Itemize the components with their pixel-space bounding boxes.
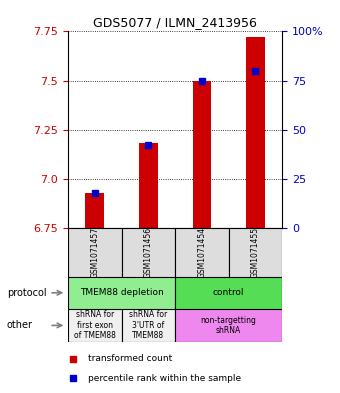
Bar bbox=[229, 228, 282, 277]
Text: non-targetting
shRNA: non-targetting shRNA bbox=[201, 316, 257, 335]
Bar bbox=[175, 228, 229, 277]
Bar bbox=[175, 277, 282, 309]
Text: control: control bbox=[213, 288, 244, 297]
Text: transformed count: transformed count bbox=[88, 354, 173, 363]
Text: protocol: protocol bbox=[7, 288, 47, 298]
Bar bbox=[68, 228, 122, 277]
Bar bbox=[68, 277, 175, 309]
Text: GSM1071456: GSM1071456 bbox=[144, 227, 153, 278]
Bar bbox=[139, 143, 158, 228]
Bar bbox=[175, 309, 282, 342]
Bar bbox=[122, 309, 175, 342]
Bar bbox=[85, 193, 104, 228]
Text: TMEM88 depletion: TMEM88 depletion bbox=[80, 288, 164, 297]
Text: other: other bbox=[7, 320, 33, 331]
Text: shRNA for
first exon
of TMEM88: shRNA for first exon of TMEM88 bbox=[74, 310, 116, 340]
Text: shRNA for
3'UTR of
TMEM88: shRNA for 3'UTR of TMEM88 bbox=[129, 310, 168, 340]
Text: GSM1071455: GSM1071455 bbox=[251, 227, 260, 278]
Bar bbox=[192, 81, 211, 228]
Title: GDS5077 / ILMN_2413956: GDS5077 / ILMN_2413956 bbox=[93, 16, 257, 29]
Text: percentile rank within the sample: percentile rank within the sample bbox=[88, 374, 241, 382]
Text: GSM1071454: GSM1071454 bbox=[198, 227, 206, 278]
Bar bbox=[246, 37, 265, 228]
Text: GSM1071457: GSM1071457 bbox=[90, 227, 99, 278]
Bar bbox=[68, 309, 122, 342]
Bar bbox=[122, 228, 175, 277]
